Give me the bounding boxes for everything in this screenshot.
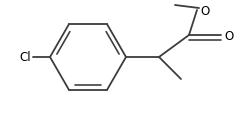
Text: O: O xyxy=(224,29,233,42)
Text: O: O xyxy=(200,4,209,17)
Text: Cl: Cl xyxy=(19,51,31,64)
